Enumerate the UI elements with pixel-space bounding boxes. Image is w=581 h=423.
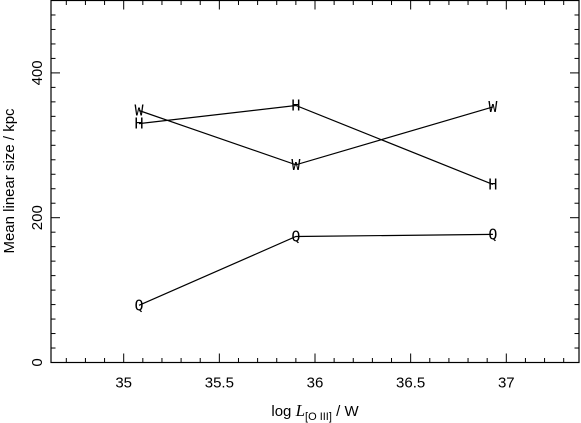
axis-ticks: [51, 0, 579, 363]
series-q-point: Q: [134, 296, 143, 314]
x-axis-title: log L[O III] / W: [271, 401, 359, 423]
x-tick-label: 36.5: [396, 375, 425, 392]
series-q-point: Q: [488, 225, 497, 243]
x-tick-label: 35: [115, 375, 132, 392]
x-tick-label: 37: [498, 375, 515, 392]
series-h-line: [138, 104, 494, 185]
x-axis-title-prefix: log: [271, 403, 295, 420]
series-q-line: [138, 233, 493, 306]
series-h-point: H: [488, 175, 497, 193]
series-h-point: H: [291, 96, 300, 114]
plot-frame: [50, 0, 580, 364]
x-axis-title-subscript: [O III]: [305, 411, 332, 423]
series-w-point: W: [291, 156, 301, 174]
y-axis-title: Mean linear size / kpc: [1, 108, 18, 254]
y-tick-label: 400: [29, 60, 46, 85]
series-w-line: [138, 106, 494, 166]
series-w-point: W: [134, 102, 144, 120]
x-tick-label: 36: [307, 375, 324, 392]
series-h-point: H: [134, 115, 143, 133]
x-tick-label: 35.5: [205, 375, 234, 392]
series-w-point: W: [488, 98, 498, 116]
y-tick-label: 0: [29, 358, 46, 366]
tick-labels: 35 35.5 36 36.5 37 0 200 400: [29, 60, 515, 391]
x-axis-title-suffix: / W: [332, 403, 360, 420]
y-tick-label: 200: [29, 205, 46, 230]
x-axis-title-symbol: L: [295, 401, 305, 420]
series-q-point: Q: [291, 228, 300, 246]
